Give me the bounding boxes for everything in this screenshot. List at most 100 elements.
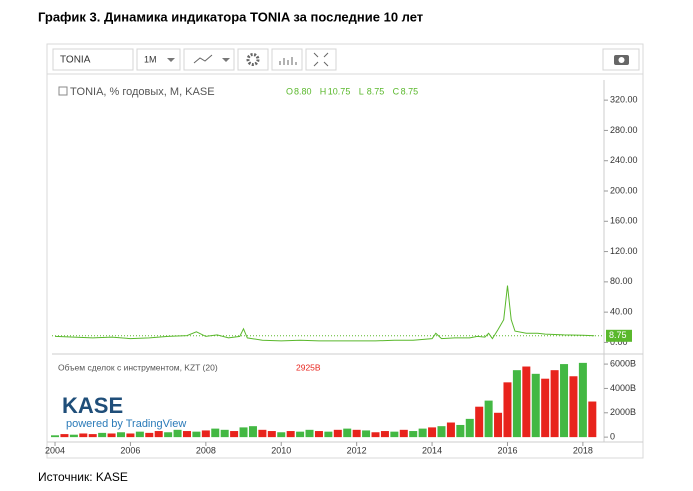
volume-bar <box>475 406 484 438</box>
volume-bar <box>182 431 191 438</box>
price-line <box>54 285 595 342</box>
volume-bar <box>390 431 399 438</box>
volume-bar <box>550 370 559 438</box>
x-tick-label: 2018 <box>573 445 593 455</box>
volume-bar <box>239 427 248 438</box>
interval-box[interactable] <box>136 48 181 71</box>
volume-bar <box>60 434 69 438</box>
x-tick-label: 2010 <box>271 445 291 455</box>
y-tick-label: 200.00 <box>610 185 638 195</box>
y-tick-label: 160.00 <box>610 216 638 226</box>
volume-bar <box>484 400 493 438</box>
volume-bar <box>588 401 597 438</box>
volume-bar <box>107 433 116 438</box>
indicators-button[interactable] <box>271 48 303 71</box>
y-tick-label: 0 <box>610 432 615 442</box>
ohlc-key: O <box>286 86 293 96</box>
x-tick-label: 2016 <box>497 445 517 455</box>
volume-bar <box>164 432 173 438</box>
chart-style-button[interactable] <box>183 48 235 71</box>
volume-bar <box>409 431 418 438</box>
volume-bar <box>380 431 389 438</box>
volume-bar <box>173 429 182 438</box>
volume-bar <box>314 431 323 438</box>
x-tick-label: 2012 <box>347 445 367 455</box>
symbol-box[interactable] <box>52 48 134 71</box>
volume-bar <box>201 430 210 438</box>
volume-bar <box>465 418 474 438</box>
volume-bar <box>69 434 78 438</box>
volume-bar <box>541 378 550 438</box>
volume-bar <box>343 428 352 438</box>
collapse-icon[interactable] <box>58 86 68 96</box>
volume-bar <box>333 429 342 438</box>
watermark-powered: powered by TradingView <box>66 418 186 430</box>
volume-bar <box>494 412 503 438</box>
volume-bar <box>154 431 163 438</box>
volume-bar <box>324 431 333 438</box>
volume-bar <box>578 362 587 438</box>
symbol: TONIA <box>60 55 91 66</box>
y-tick-label: 80.00 <box>610 276 633 286</box>
interval: 1M <box>144 54 157 64</box>
last-value-box <box>606 329 632 342</box>
y-tick-label: 280.00 <box>610 125 638 135</box>
line-icon <box>193 54 213 64</box>
dropdown-icon <box>222 58 230 62</box>
volume-bar <box>88 434 97 438</box>
last-value-label: 8.75 <box>609 330 627 340</box>
volume-bar <box>126 433 135 438</box>
volume-bar <box>305 429 314 438</box>
volume-bar <box>230 431 239 438</box>
volume-bar <box>446 422 455 438</box>
y-tick-label: 320.00 <box>610 95 638 105</box>
volume-bar <box>211 428 220 438</box>
volume-bar <box>145 432 154 438</box>
ohlc-value: 8.80 <box>294 86 312 96</box>
gear-icon <box>246 53 260 66</box>
volume-last: 2925B <box>296 362 321 372</box>
volume-bar <box>267 431 276 438</box>
series-legend: TONIA, % годовых, M, KASE <box>70 86 215 98</box>
y-tick-label: 240.00 <box>610 155 638 165</box>
volume-bar <box>220 429 229 438</box>
ohlc-value: 8.75 <box>367 86 385 96</box>
x-tick-label: 2008 <box>196 445 216 455</box>
x-tick-label: 2006 <box>120 445 140 455</box>
ohlc-key: L <box>359 86 364 96</box>
ohlc-key: H <box>320 86 327 96</box>
dropdown-icon <box>167 58 175 62</box>
page-title: График 3. Динамика индикатора TONIA за п… <box>38 9 423 24</box>
settings-button[interactable] <box>237 48 269 71</box>
volume-bar <box>79 433 88 438</box>
x-tick-label: 2004 <box>45 445 65 455</box>
volume-bar <box>569 376 578 438</box>
volume-bar <box>277 432 286 438</box>
volume-bar <box>522 366 531 438</box>
volume-bar <box>116 432 126 438</box>
y-tick-label: 4000B <box>610 383 636 393</box>
volume-bar <box>437 426 446 438</box>
ohlc-value: 10.75 <box>328 86 351 96</box>
volume-bar <box>51 435 60 438</box>
volume-bar <box>512 370 521 438</box>
y-tick-label: 6000B <box>610 358 636 368</box>
indicators-icon <box>279 57 297 65</box>
volume-bar <box>456 424 465 438</box>
volume-bar <box>371 432 380 438</box>
fullscreen-button[interactable] <box>305 48 337 71</box>
volume-bar <box>296 431 305 438</box>
x-tick-label: 2014 <box>422 445 442 455</box>
y-tick-label: 40.00 <box>610 307 633 317</box>
volume-bar <box>286 431 295 438</box>
watermark-logo: KASE <box>62 393 123 418</box>
volume-bar <box>418 428 427 438</box>
volume-bar <box>258 429 267 438</box>
volume-legend: Объем сделок с инструментом, KZT (20) <box>58 362 218 372</box>
volume-bar <box>362 430 371 438</box>
volume-bar <box>352 429 361 438</box>
volume-bar <box>98 432 107 438</box>
camera-lens <box>618 57 625 63</box>
y-tick-label: 2000B <box>610 407 636 417</box>
